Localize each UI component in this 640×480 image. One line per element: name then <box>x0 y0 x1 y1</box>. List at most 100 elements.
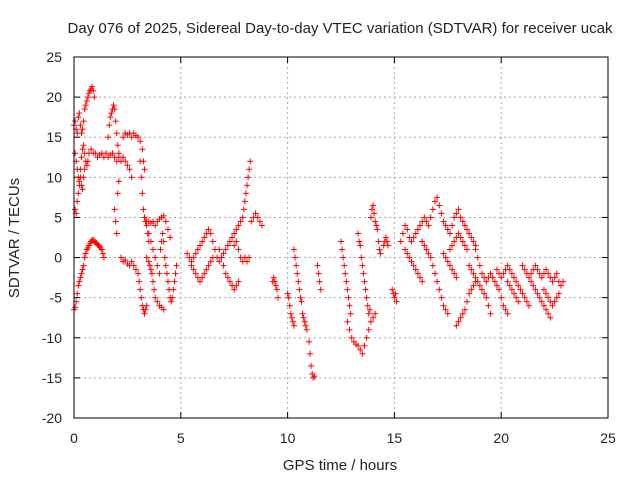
data-point <box>78 130 85 137</box>
data-point <box>502 306 509 313</box>
data-point <box>363 294 370 301</box>
data-point <box>538 274 545 281</box>
data-point <box>402 246 409 253</box>
data-point <box>138 294 145 301</box>
data-point <box>359 350 366 357</box>
data-point <box>216 258 223 265</box>
data-point <box>190 266 197 273</box>
data-point <box>107 114 114 121</box>
data-point <box>146 262 153 269</box>
data-point <box>347 310 354 317</box>
data-point <box>461 306 468 313</box>
data-point <box>368 206 375 213</box>
data-point <box>83 162 90 169</box>
data-point <box>311 373 318 380</box>
data-point <box>117 254 124 261</box>
data-point <box>274 294 281 301</box>
data-point <box>549 278 556 285</box>
data-point <box>142 306 149 313</box>
data-point <box>560 278 567 285</box>
data-point <box>222 246 229 253</box>
data-point <box>408 258 415 265</box>
data-point <box>298 298 305 305</box>
data-point <box>285 294 292 301</box>
data-point <box>449 222 456 229</box>
data-point <box>341 262 348 269</box>
data-point <box>273 286 280 293</box>
data-point <box>140 206 147 213</box>
data-point <box>130 262 137 269</box>
data-point <box>78 154 85 161</box>
data-point <box>300 314 307 321</box>
data-point <box>242 190 249 197</box>
data-point <box>192 250 199 257</box>
data-point <box>468 286 475 293</box>
data-point <box>440 250 447 257</box>
data-point <box>493 266 500 273</box>
data-point <box>534 290 541 297</box>
data-point <box>258 222 265 229</box>
data-point <box>224 274 231 281</box>
data-point <box>457 214 464 221</box>
data-point <box>75 190 82 197</box>
data-point <box>365 326 372 333</box>
y-tick-label: 10 <box>46 169 62 185</box>
data-point <box>543 266 550 273</box>
data-point <box>226 238 233 245</box>
x-tick-label: 25 <box>600 430 616 446</box>
y-tick-label: -10 <box>42 330 62 346</box>
data-point <box>392 290 399 297</box>
data-point <box>487 270 494 277</box>
data-point <box>157 246 164 253</box>
data-point <box>355 342 362 349</box>
data-point <box>459 238 466 245</box>
data-point <box>343 278 350 285</box>
data-point <box>135 270 142 277</box>
data-point <box>545 310 552 317</box>
data-point <box>453 274 460 281</box>
data-point <box>553 294 560 301</box>
data-point <box>301 318 308 325</box>
data-point <box>272 282 279 289</box>
data-point <box>84 158 91 165</box>
data-point <box>340 254 347 261</box>
data-point <box>451 214 458 221</box>
data-point <box>423 246 430 253</box>
data-point <box>425 250 432 257</box>
data-point <box>128 134 135 141</box>
data-point <box>358 254 365 261</box>
data-point <box>209 254 216 261</box>
data-point <box>120 134 127 141</box>
data-point <box>297 294 304 301</box>
data-point <box>355 230 362 237</box>
data-point <box>453 322 460 329</box>
data-point <box>362 286 369 293</box>
data-point <box>78 182 85 189</box>
data-point <box>291 246 298 253</box>
data-point <box>138 174 145 181</box>
data-point <box>296 286 303 293</box>
data-point <box>553 270 560 277</box>
data-point <box>545 294 552 301</box>
data-point <box>476 262 483 269</box>
data-point <box>92 150 99 157</box>
data-point <box>363 334 370 341</box>
data-point <box>76 178 83 185</box>
data-point <box>111 106 118 113</box>
data-point <box>128 258 135 265</box>
data-point <box>286 302 293 309</box>
data-point <box>201 270 208 277</box>
data-point <box>231 286 238 293</box>
data-point <box>421 214 428 221</box>
data-point <box>472 274 479 281</box>
data-point <box>356 238 363 245</box>
data-point <box>192 270 199 277</box>
data-point <box>241 198 248 205</box>
data-point <box>504 310 511 317</box>
data-point <box>361 278 368 285</box>
data-point <box>425 222 432 229</box>
data-point <box>83 98 90 105</box>
y-tick-label: 15 <box>46 129 62 145</box>
data-point <box>438 294 445 301</box>
data-point <box>344 318 351 325</box>
